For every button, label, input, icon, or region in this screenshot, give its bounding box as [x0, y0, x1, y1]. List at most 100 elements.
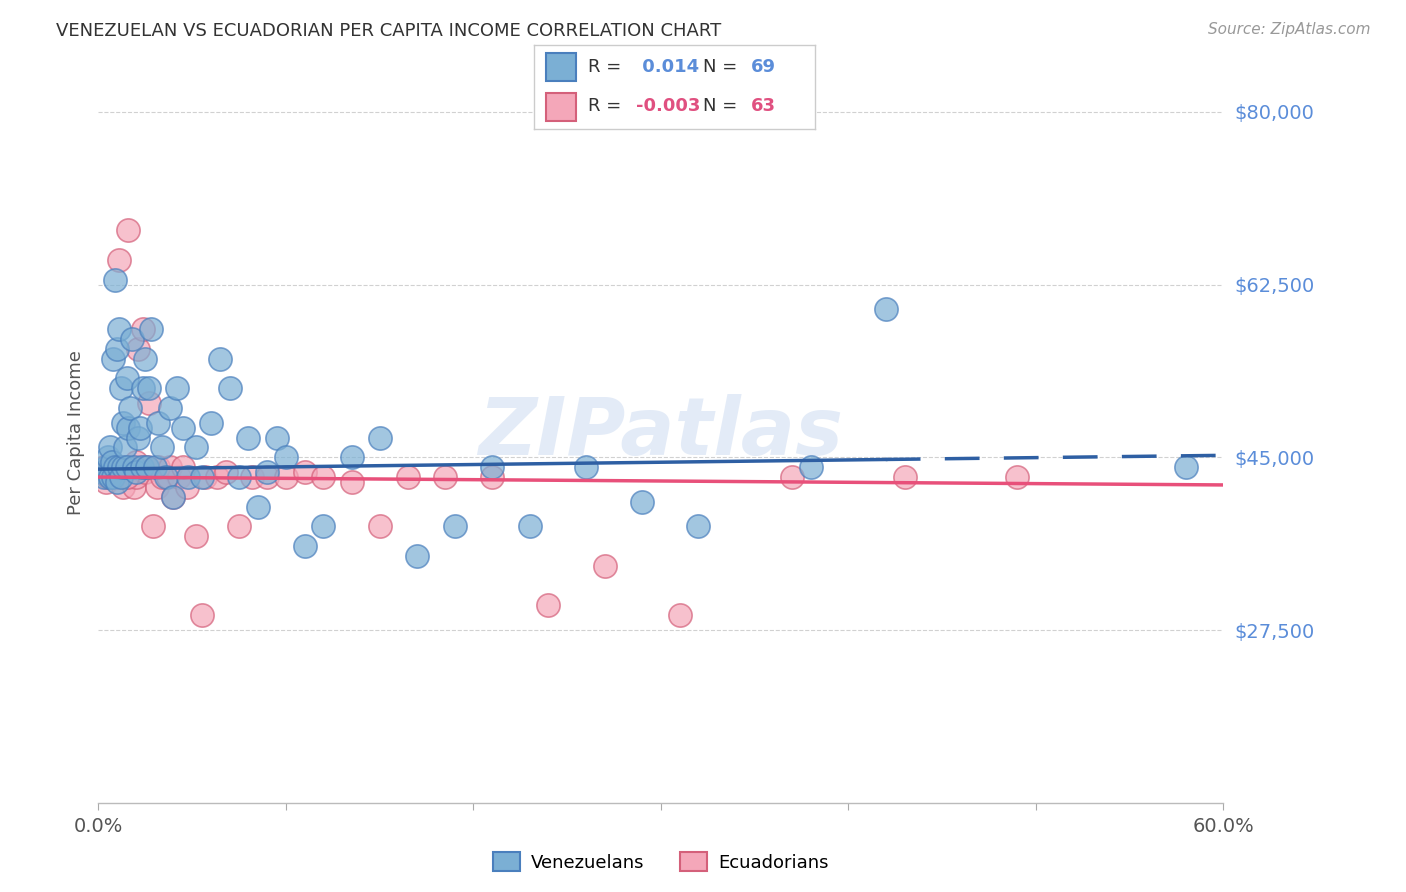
Point: [368, 431, 391, 445]
Point: [406, 549, 429, 563]
Point: [228, 519, 250, 533]
Point: [108, 322, 131, 336]
Point: [121, 332, 143, 346]
Point: [98, 470, 121, 484]
Point: [688, 519, 710, 533]
Point: [110, 460, 132, 475]
Point: [103, 470, 125, 484]
Point: [159, 401, 181, 415]
Point: [800, 460, 823, 475]
Legend: Venezuelans, Ecuadorians: Venezuelans, Ecuadorians: [485, 845, 837, 879]
Point: [94, 460, 117, 475]
Text: R =: R =: [588, 59, 627, 77]
Text: N =: N =: [703, 97, 742, 115]
Text: N =: N =: [703, 59, 742, 77]
Point: [218, 381, 240, 395]
Bar: [546, 54, 576, 81]
Text: Source: ZipAtlas.com: Source: ZipAtlas.com: [1208, 22, 1371, 37]
Point: [115, 371, 138, 385]
Point: [100, 455, 122, 469]
Point: [105, 470, 128, 484]
Point: [190, 470, 212, 484]
Point: [136, 460, 159, 475]
Point: [593, 558, 616, 573]
Point: [108, 252, 131, 267]
Point: [139, 322, 162, 336]
Point: [138, 396, 160, 410]
Point: [205, 470, 228, 484]
Point: [274, 450, 297, 465]
Point: [117, 223, 139, 237]
Point: [166, 381, 188, 395]
Point: [93, 460, 115, 475]
Point: [120, 401, 142, 415]
Point: [184, 441, 207, 455]
Point: [97, 470, 120, 484]
Point: [209, 351, 232, 366]
Point: [312, 470, 335, 484]
Point: [97, 450, 120, 465]
Point: [131, 460, 153, 475]
Point: [98, 441, 121, 455]
Point: [1174, 460, 1197, 475]
Point: [631, 494, 654, 508]
Point: [215, 465, 238, 479]
Text: ZIPatlas: ZIPatlas: [478, 393, 844, 472]
Point: [111, 460, 134, 475]
Point: [537, 599, 560, 613]
Point: [256, 465, 278, 479]
Point: [104, 272, 127, 286]
Point: [266, 431, 288, 445]
Point: [194, 470, 217, 484]
Point: [162, 490, 184, 504]
Point: [128, 420, 150, 434]
Point: [134, 351, 156, 366]
Point: [117, 420, 139, 434]
Point: [172, 420, 194, 434]
Point: [481, 470, 503, 484]
Text: 69: 69: [751, 59, 776, 77]
Point: [120, 465, 142, 479]
Point: [575, 460, 598, 475]
Point: [238, 431, 260, 445]
Point: [115, 470, 138, 484]
Point: [294, 539, 316, 553]
Point: [128, 460, 150, 475]
Point: [125, 470, 148, 484]
Point: [434, 470, 457, 484]
Point: [167, 470, 190, 484]
Text: -0.003: -0.003: [636, 97, 700, 115]
Point: [148, 416, 170, 430]
Point: [145, 480, 167, 494]
Point: [115, 470, 138, 484]
Point: [91, 465, 114, 479]
Point: [132, 381, 155, 395]
Point: [443, 519, 465, 533]
Text: R =: R =: [588, 97, 627, 115]
Point: [110, 381, 132, 395]
Point: [150, 470, 173, 484]
Point: [115, 460, 138, 475]
Point: [104, 460, 127, 475]
Point: [111, 416, 134, 430]
Point: [155, 470, 177, 484]
Point: [121, 460, 143, 475]
Point: [100, 460, 122, 475]
Point: [122, 480, 145, 494]
Point: [127, 342, 149, 356]
Point: [274, 470, 297, 484]
Point: [200, 416, 222, 430]
Point: [156, 470, 179, 484]
Point: [668, 608, 690, 623]
Point: [114, 460, 136, 475]
Point: [122, 460, 145, 475]
Point: [142, 519, 165, 533]
Point: [184, 529, 207, 543]
Text: 63: 63: [751, 97, 776, 115]
Text: 0.014: 0.014: [636, 59, 699, 77]
Point: [172, 460, 194, 475]
Point: [108, 465, 131, 479]
Point: [150, 441, 173, 455]
Point: [110, 470, 132, 484]
Point: [108, 460, 131, 475]
